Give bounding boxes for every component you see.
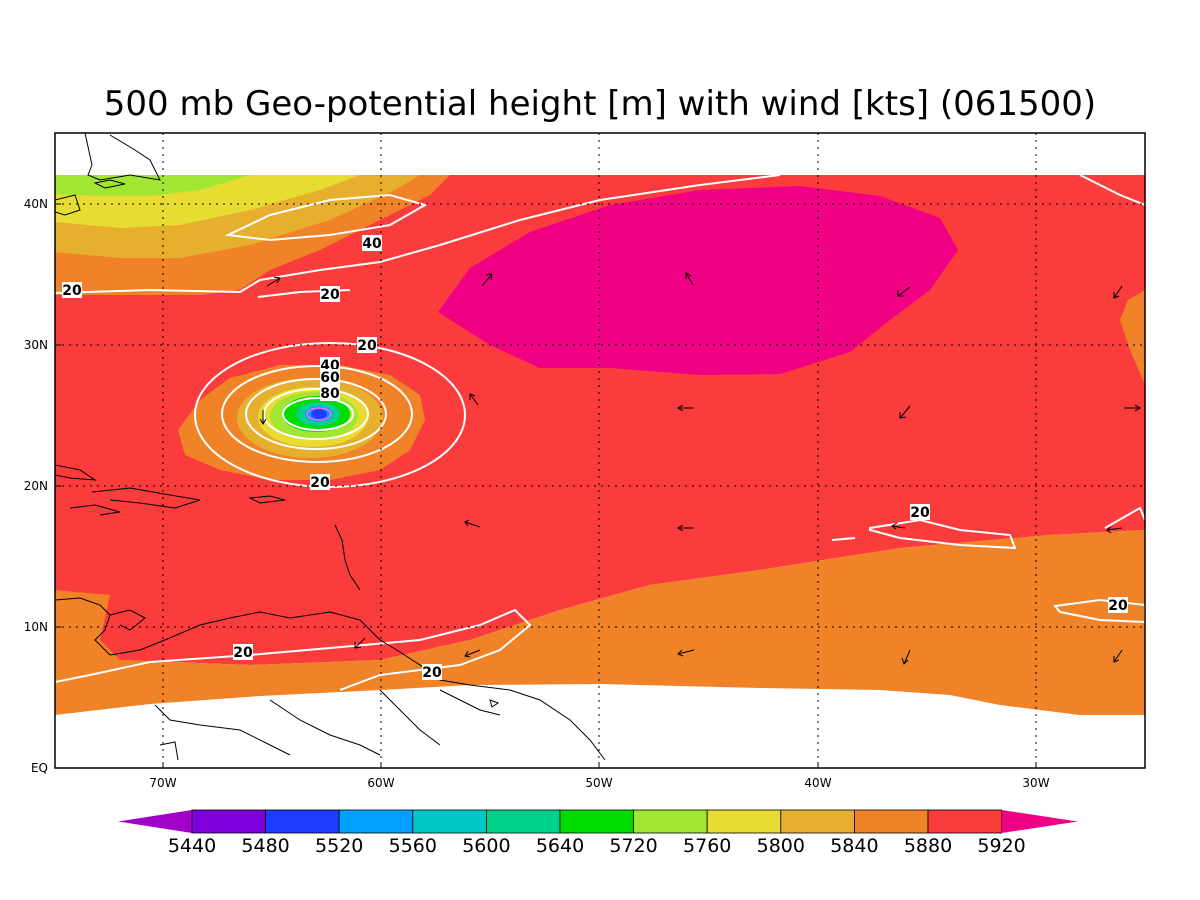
contour-label: 20 [62,282,82,299]
wind-arrow [259,410,267,425]
height-field [55,175,1145,715]
contour-label: 20 [910,504,930,521]
colorbar-label: 5560 [389,835,437,857]
contour-label: 80 [320,385,340,402]
contour-label: 60 [320,369,340,386]
colorbar-label: 5920 [977,835,1025,857]
x-tick-label: 70W [149,776,176,790]
field-5920-high [438,186,958,375]
contour-label: 20 [233,644,253,661]
colorbar-left-arrow [118,810,192,833]
x-tick-label: 40W [804,776,831,790]
wind-arrow [685,272,694,286]
field-5840-south [55,530,1145,715]
colorbar-swatch [927,809,1002,834]
contour-label-text: 60 [320,370,340,386]
hurricane-blue [311,409,327,419]
contour-label-text: 20 [62,283,82,299]
colorbar-label: 5520 [315,835,363,857]
axis-ticks [55,203,1037,769]
colorbar-swatch [559,809,634,834]
contour-label-text: 20 [357,338,377,354]
field-5840-east [1120,290,1145,385]
wind-arrow [354,637,366,649]
y-tick-label: 30N [24,338,48,352]
colorbar-swatch [412,809,487,834]
x-tick-label: 50W [585,776,612,790]
wind-arrow [897,286,911,297]
wind-arrow [464,519,481,528]
colorbar-label: 5600 [462,835,510,857]
wind-arrows [259,272,1141,665]
colorbar-label: 5640 [536,835,584,857]
colorbar-swatch [706,809,782,834]
contour-label: 20 [357,337,377,354]
wind-arrow [677,404,694,412]
colorbar-labels: 5440 5480 5520 5560 5600 5640 5720 5760 5800 5840… [168,835,1026,857]
wind-arrow [901,649,911,665]
y-tick-label: 20N [24,479,48,493]
contour-label-text: 40 [362,236,382,252]
contour-label: 20 [422,664,442,681]
contour-label-text: 20 [422,665,442,681]
wind-arrow [899,405,911,419]
colorbar-label: 5760 [683,835,731,857]
contour-label: 20 [1108,597,1128,614]
wind-arrow [1124,404,1141,412]
wind-arrow [1113,285,1123,299]
wind-arrow [677,649,695,657]
wind-arrow [266,276,281,287]
contour-label-text: 80 [320,386,340,402]
colorbar-label: 5800 [757,835,805,857]
y-axis-labels: EQ 10N 20N 30N 40N [24,197,48,775]
colorbar-swatch [265,809,340,834]
colorbar-swatch [780,809,855,834]
map-title: 500 mb Geo-potential height [m] with win… [104,84,1096,124]
colorbar-label: 5480 [241,835,289,857]
plot-border [54,132,1146,769]
wind-arrow [481,273,493,287]
wind-arrow [677,524,694,532]
y-tick-label: 40N [24,197,48,211]
wind-arrow [1106,526,1123,534]
contour-label-text: 20 [233,645,253,661]
colorbar-label: 5440 [168,835,216,857]
wind-arrow [891,522,906,530]
contour-label-text: 20 [910,505,930,521]
x-tick-label: 60W [367,776,394,790]
contour-label: 20 [320,286,340,303]
x-tick-label: 30W [1022,776,1049,790]
colorbar-right-arrow [1001,810,1078,833]
colorbar-swatch [338,809,414,834]
colorbar-swatch [191,809,266,834]
colorbar-swatch [854,809,929,834]
coastlines [55,133,606,761]
contour-label-text: 20 [320,287,340,303]
contour-label: 40 [362,235,382,252]
colorbar-label: 5880 [904,835,952,857]
contour-label-text: 20 [310,475,330,491]
wind-arrow [464,649,481,658]
contour-label-text: 20 [1108,598,1128,614]
y-tick-label: EQ [31,761,48,775]
colorbar [118,809,1078,834]
y-tick-label: 10N [24,620,48,634]
wind-arrow [469,393,479,406]
field-5720 [55,175,250,196]
wind-arrow [1113,649,1123,663]
colorbar-swatch [633,809,708,834]
colorbar-label: 5840 [830,835,878,857]
colorbar-swatch [485,809,561,834]
x-axis-labels: 70W 60W 50W 40W 30W [149,776,1049,790]
colorbar-label: 5720 [609,835,657,857]
contour-label: 20 [310,474,330,491]
